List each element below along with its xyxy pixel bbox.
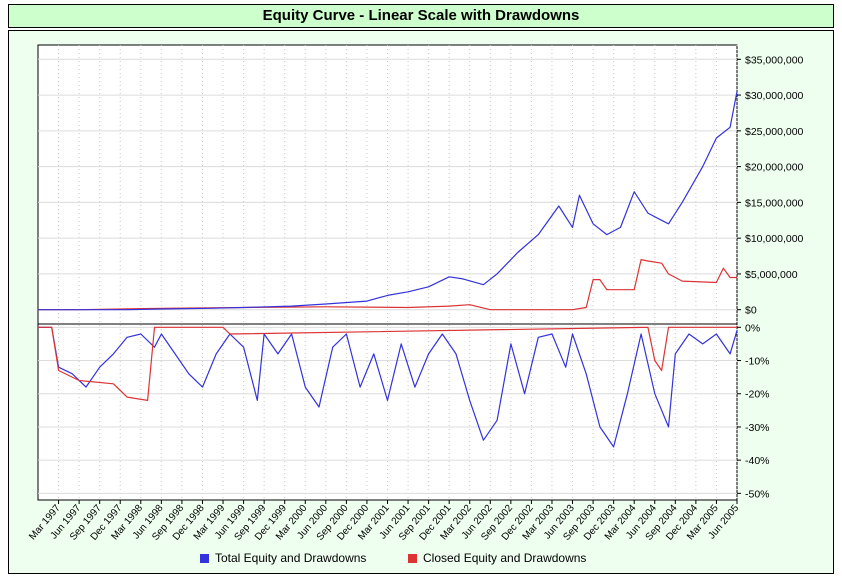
drawdown-y-tick-label: -10% — [745, 356, 770, 368]
equity-total-series-line — [38, 91, 738, 311]
y-tick-labels: $0 $5,000,000 $10,000,000 $15,000,000 $20,00… — [745, 54, 804, 500]
drawdown-y-tick-label: 0% — [745, 322, 760, 334]
equity-y-tick-label: $5,000,000 — [745, 269, 798, 281]
equity-y-tick-label: $30,000,000 — [745, 90, 804, 102]
legend-item-closed: Closed Equity and Drawdowns — [408, 551, 586, 565]
equity-y-tick-label: $10,000,000 — [745, 233, 804, 245]
legend-label-total: Total Equity and Drawdowns — [215, 551, 367, 565]
equity-plot-area — [37, 44, 738, 325]
drawdown-total-series-line — [38, 326, 738, 448]
drawdown-y-tick-label: -30% — [745, 422, 770, 434]
equity-y-tick-label: $20,000,000 — [745, 162, 804, 174]
equity-closed-series-line — [38, 259, 737, 311]
drawdown-y-tick-label: -50% — [745, 488, 770, 500]
chart-title: Equity Curve - Linear Scale with Drawdow… — [8, 4, 834, 28]
equity-y-tick-label: $15,000,000 — [745, 197, 804, 209]
equity-y-tick-label: $25,000,000 — [745, 126, 804, 138]
equity-y-tick-label: $35,000,000 — [745, 54, 804, 66]
series-lines — [38, 91, 738, 448]
legend-label-closed: Closed Equity and Drawdowns — [423, 551, 587, 565]
drawdown-y-tick-label: -20% — [745, 389, 770, 401]
drawdown-y-tick-label: -40% — [745, 455, 770, 467]
legend-swatch-closed — [408, 553, 417, 563]
drawdown-closed-series-line — [38, 326, 737, 401]
legend-swatch-total — [200, 553, 209, 563]
equity-y-tick-label: $0 — [745, 305, 757, 317]
legend-item-total: Total Equity and Drawdowns — [200, 551, 366, 565]
